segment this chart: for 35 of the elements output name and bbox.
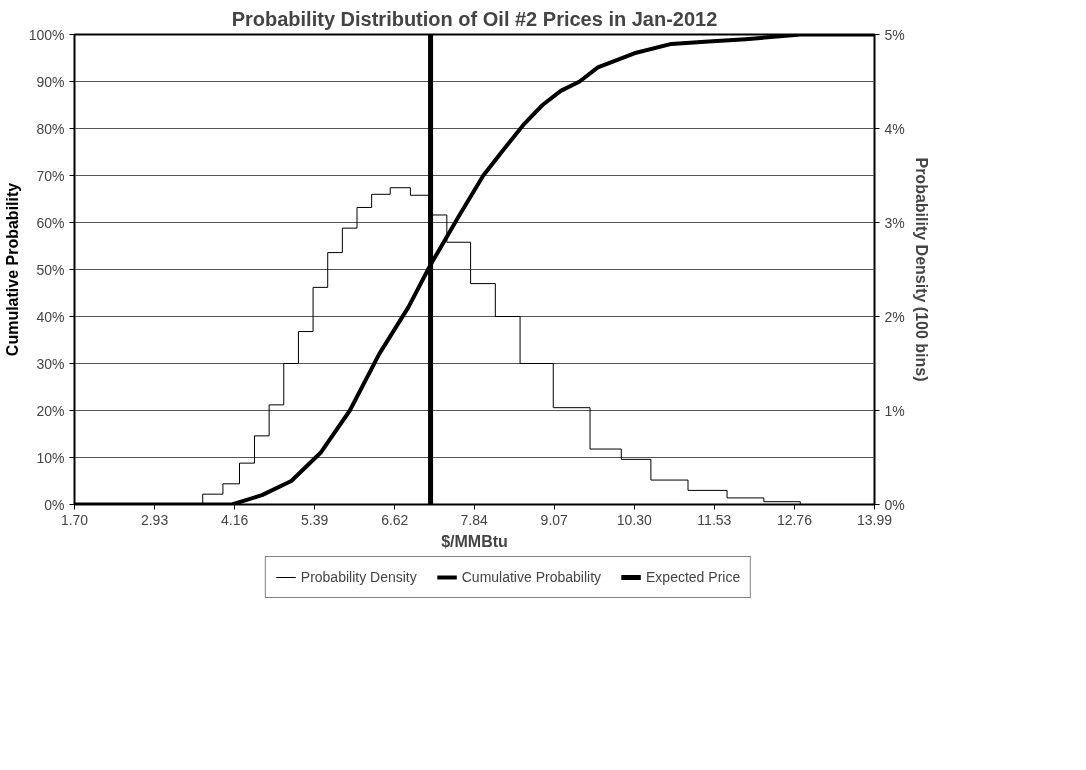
- x-tick-label: 10.30: [616, 511, 653, 528]
- legend-label: Expected Price: [646, 569, 741, 585]
- y-tick-label: 60%: [36, 214, 65, 231]
- x-tick-label: 5.39: [301, 511, 329, 528]
- y-tick-label: 40%: [36, 308, 65, 325]
- chart-title: Probability Distribution of Oil #2 Prices in Jan-2012: [231, 7, 718, 30]
- y2-tick-label: 2%: [884, 308, 905, 325]
- x-tick-label: 6.62: [381, 511, 409, 528]
- y-tick-label: 100%: [28, 26, 65, 43]
- y-tick-label: 50%: [36, 261, 65, 278]
- y-tick-label: 10%: [36, 449, 65, 466]
- y-tick-label: 0%: [44, 496, 65, 513]
- x-tick-label: 1.70: [60, 511, 89, 528]
- y2-tick-label: 5%: [884, 26, 905, 43]
- x-tick-label: 2.93: [140, 511, 169, 528]
- y2-tick-label: 4%: [884, 120, 905, 137]
- x-tick-label: 4.16: [221, 511, 249, 528]
- x-tick-label: 12.76: [776, 511, 813, 528]
- y-tick-label: 70%: [36, 167, 65, 184]
- x-tick-label: 9.07: [540, 511, 569, 528]
- y-tick-label: 80%: [36, 120, 65, 137]
- y2-tick-label: 3%: [884, 214, 905, 231]
- x-axis-title: $/MMBtu: [441, 532, 508, 550]
- y2-axis-title: Probability Density (100 bins): [912, 157, 930, 382]
- y-tick-label: 90%: [36, 73, 65, 90]
- x-tick-label: 13.99: [856, 511, 893, 528]
- y-tick-label: 30%: [36, 355, 65, 372]
- y2-tick-label: 0%: [884, 496, 905, 513]
- legend-label: Cumulative Probability: [461, 569, 602, 585]
- x-tick-label: 7.84: [460, 511, 489, 528]
- x-tick-label: 11.53: [697, 511, 732, 528]
- y-axis-title: Cumulative Probability: [3, 182, 21, 357]
- y2-tick-label: 1%: [884, 402, 905, 419]
- y-tick-label: 20%: [36, 402, 65, 419]
- legend-label: Probability Density: [300, 569, 417, 585]
